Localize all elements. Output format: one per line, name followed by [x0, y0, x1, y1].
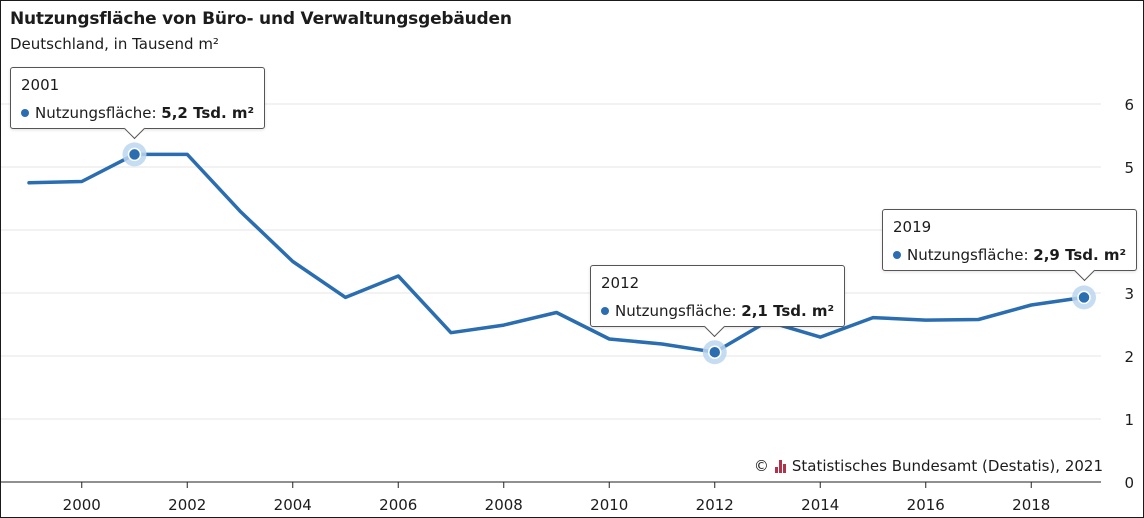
destatis-logo-icon	[774, 459, 786, 473]
tooltip-label: Nutzungsfläche:	[907, 246, 1029, 264]
y-tick-label: 2	[1124, 348, 1134, 366]
x-tick-label: 2010	[590, 496, 628, 514]
series-line-nutzungsflaeche	[27, 152, 1086, 354]
x-tick-label: 2008	[485, 496, 523, 514]
y-tick-label: 1	[1124, 411, 1134, 429]
data-point-2012	[708, 345, 722, 359]
tooltip-year: 2012	[601, 274, 640, 292]
x-tick-label: 2012	[696, 496, 734, 514]
tooltip-year: 2001	[21, 76, 60, 94]
source-text: Statistisches Bundesamt (Destatis), 2021	[791, 457, 1103, 475]
x-tick-label: 2004	[274, 496, 312, 514]
y-tick-label: 5	[1124, 159, 1134, 177]
x-tick-label: 2014	[801, 496, 839, 514]
series-dot-icon	[21, 109, 29, 117]
tooltip-value: 2,9 Tsd. m²	[1033, 246, 1127, 264]
data-point-2001	[127, 147, 142, 162]
x-tick-label: 2000	[63, 496, 101, 514]
x-tick-label: 2002	[168, 496, 206, 514]
tooltip-year: 2019	[893, 218, 932, 236]
chart-subtitle: Deutschland, in Tausend m²	[10, 35, 219, 53]
tooltip-2019: 2019 Nutzungsfläche: 2,9 Tsd. m²	[882, 209, 1138, 282]
tooltip-2012: 2012 Nutzungsfläche: 2,1 Tsd. m²	[590, 265, 846, 338]
y-tick-label: 0	[1124, 474, 1134, 492]
series-dot-icon	[601, 307, 609, 315]
x-tick-label: 2018	[1012, 496, 1050, 514]
series-dot-icon	[893, 251, 901, 259]
data-point-2019	[1077, 290, 1091, 305]
x-tick-label: 2006	[379, 496, 417, 514]
tooltip-label: Nutzungsfläche:	[615, 302, 737, 320]
x-tick-label: 2016	[907, 496, 945, 514]
tooltip-label: Nutzungsfläche:	[35, 104, 157, 122]
copyright-symbol: ©	[753, 457, 769, 475]
tooltip-value: 5,2 Tsd. m²	[161, 104, 255, 122]
tooltip-2001: 2001 Nutzungsfläche: 5,2 Tsd. m²	[10, 67, 266, 140]
y-tick-label: 3	[1124, 285, 1134, 303]
source-credit: © Statistisches Bundesamt (Destatis), 20…	[754, 457, 1103, 475]
chart-title: Nutzungsfläche von Büro- und Verwaltungs…	[10, 9, 512, 29]
tooltip-value: 2,1 Tsd. m²	[741, 302, 835, 320]
y-tick-label: 6	[1124, 96, 1134, 114]
